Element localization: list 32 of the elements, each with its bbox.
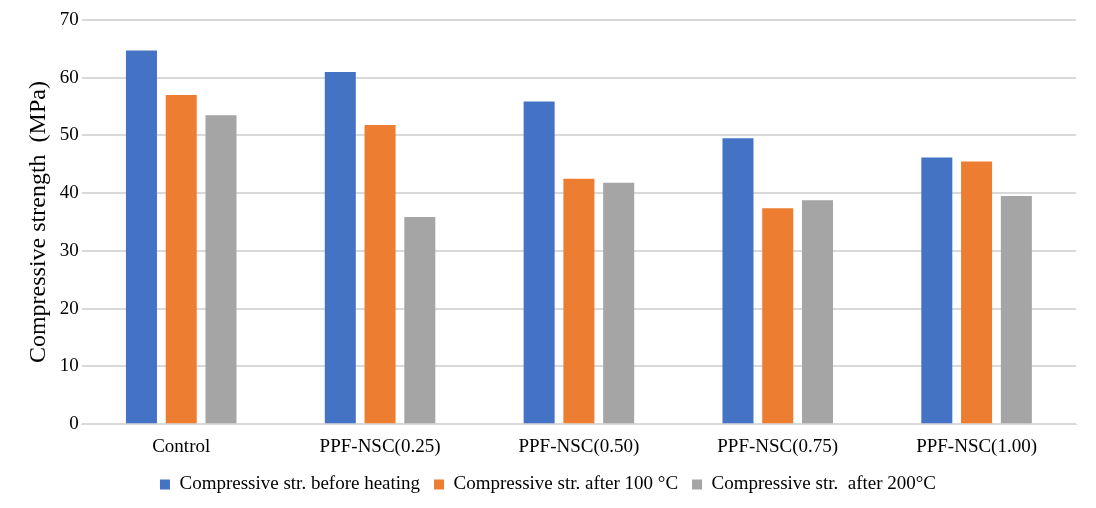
bar bbox=[722, 138, 754, 424]
bar bbox=[961, 161, 993, 424]
bar bbox=[125, 50, 157, 424]
bar bbox=[563, 178, 595, 424]
bar bbox=[762, 208, 794, 424]
bar bbox=[1000, 196, 1032, 424]
bar bbox=[603, 182, 635, 424]
bar bbox=[205, 115, 237, 424]
x-tick-label: PPF-NSC(0.25) bbox=[319, 434, 441, 457]
y-tick-label: 10 bbox=[59, 354, 79, 376]
y-tick-label: 50 bbox=[59, 123, 79, 145]
bar bbox=[802, 200, 834, 424]
legend-label: Compressive str. after 200°C bbox=[711, 472, 937, 494]
bar bbox=[921, 157, 953, 424]
y-tick-label: 60 bbox=[59, 65, 79, 87]
bar bbox=[404, 216, 436, 424]
y-tick-label: 70 bbox=[59, 7, 79, 29]
bar bbox=[165, 95, 197, 424]
y-axis-title: Compressive strength (MPa) bbox=[23, 81, 50, 364]
x-tick-label: PPF-NSC(1.00) bbox=[916, 434, 1038, 457]
y-tick-label: 30 bbox=[59, 238, 79, 260]
legend-label: Compressive str. before heating bbox=[179, 472, 421, 494]
bar bbox=[324, 71, 356, 424]
x-tick-label: PPF-NSC(0.50) bbox=[518, 434, 640, 457]
y-tick-label: 0 bbox=[69, 412, 79, 434]
legend-label: Compressive str. after 100 °C bbox=[453, 472, 679, 494]
x-tick-label: PPF-NSC(0.75) bbox=[717, 434, 839, 457]
bar bbox=[523, 101, 555, 424]
y-tick-label: 20 bbox=[59, 296, 79, 318]
x-tick-label: Control bbox=[152, 434, 211, 456]
y-tick-label: 40 bbox=[59, 181, 79, 203]
bar bbox=[364, 125, 396, 424]
